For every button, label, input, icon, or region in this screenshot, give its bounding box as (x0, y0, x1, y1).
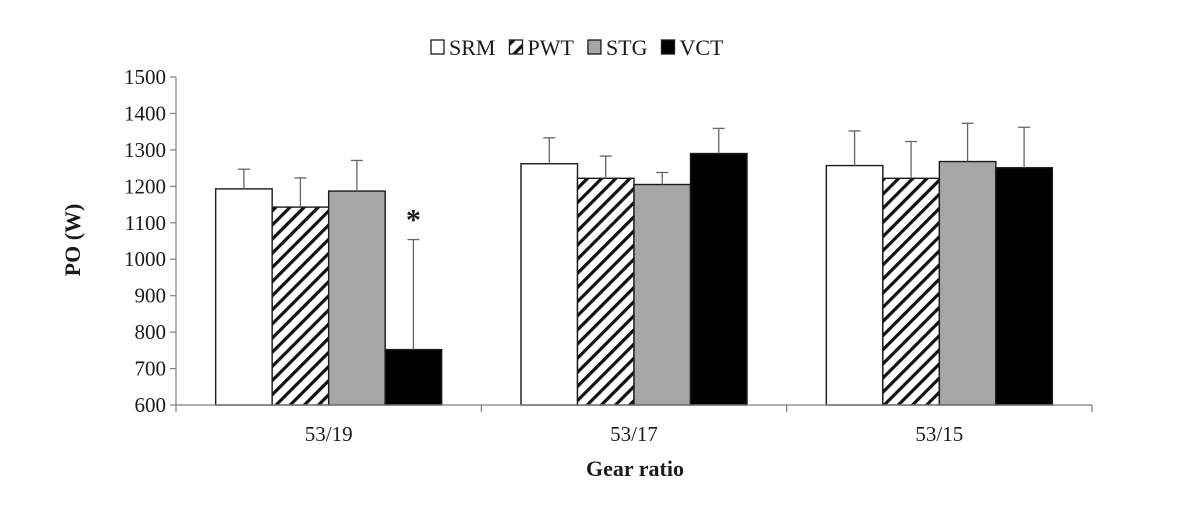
y-tick-label: 700 (135, 357, 167, 381)
x-tick-label: 53/15 (915, 422, 963, 446)
y-tick-label: 1000 (124, 247, 166, 271)
bar-stg-53-19 (327, 190, 386, 406)
bar-srm-53-15 (825, 164, 884, 406)
y-tick-label: 600 (135, 393, 167, 417)
legend-swatch-srm (430, 39, 445, 55)
legend-swatch-pwt (508, 39, 524, 55)
x-tick-label: 53/19 (305, 422, 353, 446)
x-axis-title: Gear ratio (586, 456, 684, 481)
bar-vct-53-15 (995, 167, 1054, 406)
y-tick-label: 1100 (125, 211, 166, 235)
y-tick-label: 1400 (124, 101, 166, 125)
legend-swatch-vct (660, 39, 676, 55)
legend-label-pwt: PWT (527, 35, 574, 60)
bar-pwt-53-17 (576, 177, 635, 406)
bar-pwt-53-19 (271, 206, 330, 406)
bar-vct-53-19 (384, 348, 443, 406)
y-tick-label: 1500 (124, 65, 166, 89)
legend-label-vct: VCT (680, 35, 725, 60)
bar-stg-53-15 (938, 160, 997, 406)
y-tick-label: 1300 (124, 138, 166, 162)
y-tick-label: 900 (135, 284, 167, 308)
legend-label-stg: STG (606, 35, 648, 60)
bar-vct-53-17 (689, 152, 748, 406)
significance-marker: * (406, 204, 421, 237)
bar-stg-53-17 (633, 183, 692, 406)
y-axis: PO (W) 600 700 800 900 1000 1100 1200 1300 1400 1… (60, 65, 177, 417)
y-axis-title: PO (W) (60, 204, 85, 277)
legend-swatch-stg (587, 39, 602, 55)
error-bars (237, 122, 1031, 350)
y-tick-label: 800 (135, 320, 167, 344)
x-axis: Gear ratio 53/19 53/17 53/15 (175, 404, 1093, 481)
annotations: * (406, 204, 421, 237)
x-tick-label: 53/17 (610, 422, 658, 446)
bar-srm-53-19 (214, 188, 273, 406)
legend: SRM PWT STG VCT (430, 35, 725, 60)
bar-srm-53-17 (520, 163, 579, 406)
bar-pwt-53-15 (882, 177, 941, 406)
bars (214, 152, 1054, 406)
y-tick-label: 1200 (124, 174, 166, 198)
legend-label-srm: SRM (449, 35, 495, 60)
